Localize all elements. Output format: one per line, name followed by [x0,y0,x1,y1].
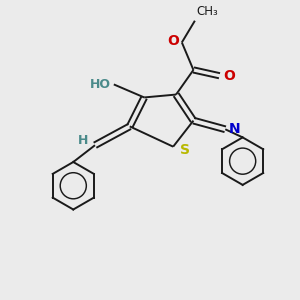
Text: S: S [179,142,190,157]
Text: H: H [78,134,88,147]
Text: O: O [167,34,179,48]
Text: CH₃: CH₃ [196,5,218,18]
Text: N: N [229,122,240,136]
Text: O: O [223,69,235,83]
Text: HO: HO [90,78,111,91]
